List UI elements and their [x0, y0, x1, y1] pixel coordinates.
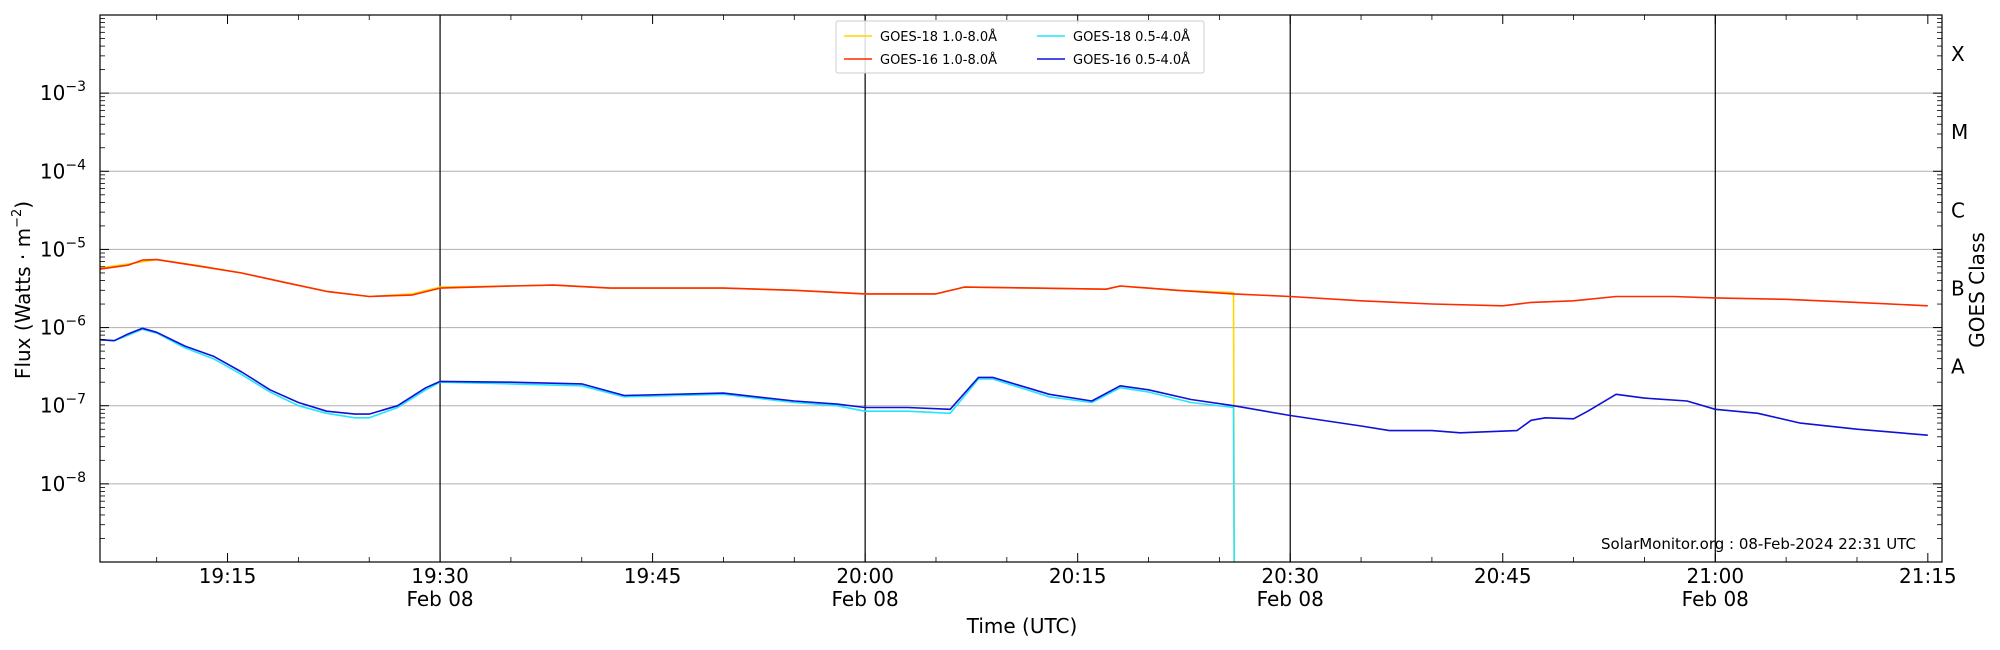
legend-label-goes18-short: GOES-18 0.5-4.0Å [1073, 29, 1190, 45]
goes-class-axis-label: GOES Class [1965, 232, 1989, 348]
legend: GOES-18 1.0-8.0Å GOES-16 1.0-8.0Å GOES-1… [835, 20, 1205, 74]
x-tick-label-3: 20:00 [836, 564, 894, 588]
y-tick-label-0: 10−8 [40, 470, 86, 496]
goes-class-label-a: A [1951, 355, 1965, 379]
x-tick-label-7: 21:00 [1686, 564, 1744, 588]
legend-box [835, 20, 1205, 74]
x-axis-label: Time (UTC) [966, 614, 1078, 638]
x-tick-date-7: Feb 08 [1682, 587, 1749, 611]
series-line-1 [99, 258, 1928, 307]
legend-label-goes16-long: GOES-16 1.0-8.0Å [880, 52, 997, 68]
x-tick-label-1: 19:30 [411, 564, 469, 588]
series-line-3 [99, 327, 1928, 436]
y-tick-label-3: 10−5 [40, 235, 86, 261]
series-layer [99, 258, 1928, 563]
goes-class-label-x: X [1951, 42, 1965, 66]
y-axis-label-main: Flux (Watts · m [11, 228, 35, 379]
goes-class-label-c: C [1951, 198, 1965, 222]
x-tick-label-2: 19:45 [624, 564, 682, 588]
y-tick-label-4: 10−4 [40, 157, 86, 183]
goes-class-label-m: M [1951, 120, 1968, 144]
y-tick-label-1: 10−7 [40, 392, 86, 418]
x-tick-label-0: 19:15 [199, 564, 257, 588]
x-tick-label-4: 20:15 [1049, 564, 1107, 588]
credit-text: SolarMonitor.org : 08-Feb-2024 22:31 UTC [1601, 535, 1916, 553]
x-tick-date-3: Feb 08 [832, 587, 899, 611]
x-tick-label-6: 20:45 [1474, 564, 1532, 588]
x-tick-date-5: Feb 08 [1257, 587, 1324, 611]
legend-label-goes18-long: GOES-18 1.0-8.0Å [880, 29, 997, 45]
y-axis-label-tail: ) [11, 201, 35, 209]
legend-label-goes16-short: GOES-16 0.5-4.0Å [1073, 52, 1190, 68]
plot-frame [99, 14, 1943, 563]
series-line-2 [99, 328, 1235, 563]
x-tick-label-5: 20:30 [1261, 564, 1319, 588]
y-tick-label-2: 10−6 [40, 314, 86, 340]
x-tick-date-1: Feb 08 [406, 587, 473, 611]
y-axis-label: Flux (Watts · m−2) [10, 201, 35, 379]
vertical-lines-layer [439, 15, 1716, 562]
goes-class-label-b: B [1951, 277, 1965, 301]
y-tick-label-5: 10−3 [40, 79, 86, 105]
grid-layer [100, 92, 1942, 485]
x-tick-label-8: 21:15 [1899, 564, 1957, 588]
y-axis-label-sup: −2 [10, 209, 25, 228]
